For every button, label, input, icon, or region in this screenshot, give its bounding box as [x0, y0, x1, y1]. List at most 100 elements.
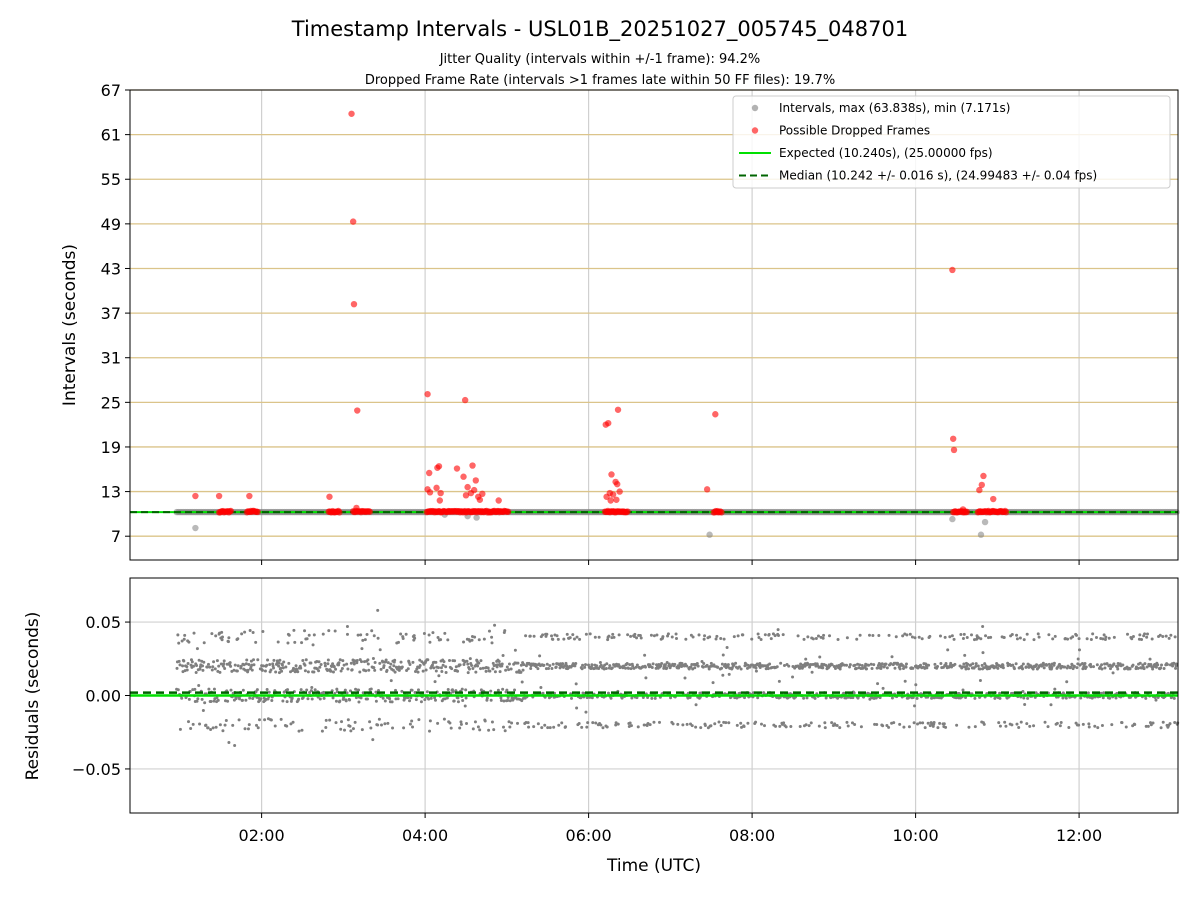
residual-point — [588, 632, 592, 636]
residual-point — [938, 634, 942, 638]
residual-point — [799, 662, 803, 666]
residual-point — [663, 663, 667, 667]
residual-point — [345, 691, 349, 695]
residual-point — [830, 721, 834, 725]
residual-point — [612, 635, 616, 639]
dropped-frame-point — [462, 492, 470, 499]
residual-point — [482, 637, 486, 641]
intervals-marks — [130, 110, 1180, 538]
residual-point — [185, 668, 189, 672]
residual-point — [570, 696, 574, 700]
residual-point — [505, 688, 509, 692]
residual-point — [337, 661, 341, 665]
residual-point — [290, 696, 294, 700]
residual-point — [1047, 633, 1051, 637]
residual-point — [914, 683, 918, 687]
residual-point — [206, 726, 210, 730]
residual-point — [550, 666, 554, 670]
residual-point — [923, 726, 927, 730]
residual-point — [1103, 666, 1107, 670]
residual-point — [1037, 635, 1041, 639]
residual-point — [875, 723, 879, 727]
residual-point — [479, 659, 483, 663]
residual-point — [777, 634, 781, 638]
residual-point — [529, 666, 533, 670]
residual-point — [630, 696, 634, 700]
residual-point — [1014, 662, 1018, 666]
residual-point — [240, 698, 244, 702]
residual-point — [433, 680, 437, 684]
intervals-panel: 7 13 19 25 31 37 43 49 55 61 67 Intervals (seconds… — [60, 81, 1180, 561]
residual-point — [367, 668, 371, 672]
residual-point — [324, 718, 328, 722]
residual-point — [665, 661, 669, 665]
residual-point — [884, 662, 888, 666]
residual-point — [838, 726, 842, 730]
residual-point — [1111, 671, 1115, 675]
residual-point — [1095, 663, 1099, 667]
residual-point — [685, 664, 689, 668]
residual-point — [363, 638, 367, 642]
residual-point — [182, 637, 186, 641]
residual-point — [471, 666, 475, 670]
residual-point — [1041, 661, 1045, 665]
residual-point — [978, 667, 982, 671]
residual-point — [845, 636, 849, 640]
residual-point — [178, 663, 182, 667]
residual-point — [694, 725, 698, 729]
residual-point — [616, 722, 620, 726]
residual-point — [807, 724, 811, 728]
residual-point — [998, 691, 1002, 695]
interval-point — [706, 531, 713, 538]
residual-point — [898, 667, 902, 671]
residual-point — [224, 718, 228, 722]
dropped-frame-point — [433, 484, 440, 492]
residual-point — [1104, 635, 1108, 639]
residual-point — [955, 723, 959, 727]
residual-point — [451, 690, 455, 694]
residual-point — [519, 663, 523, 667]
residual-point — [737, 665, 741, 669]
residual-point — [716, 665, 720, 669]
residual-point — [635, 663, 639, 667]
residual-point — [448, 658, 452, 662]
residual-point — [732, 635, 736, 639]
residual-point — [507, 720, 511, 724]
residual-point — [586, 721, 590, 725]
residual-point — [218, 723, 222, 727]
dropped-frame-point — [470, 486, 478, 494]
residual-point — [323, 661, 327, 665]
dropped-frame-point — [215, 492, 223, 500]
residual-point — [949, 661, 953, 665]
residual-point — [732, 663, 736, 667]
residual-point — [724, 721, 728, 725]
residual-point — [1140, 637, 1144, 641]
residual-point — [458, 726, 462, 730]
residual-point — [871, 634, 875, 638]
residual-point — [187, 640, 191, 644]
residual-point — [247, 723, 251, 727]
residual-point — [1075, 666, 1079, 670]
residual-point — [463, 704, 467, 708]
residual-point — [261, 664, 265, 668]
residual-point — [1051, 637, 1055, 641]
residual-point — [1154, 698, 1158, 702]
residual-point — [696, 664, 700, 668]
residual-point — [460, 687, 464, 691]
residual-point — [855, 637, 859, 641]
residual-point — [351, 727, 355, 731]
residual-point — [215, 659, 219, 663]
residual-point — [388, 665, 392, 669]
residual-point — [175, 666, 179, 670]
residual-point — [393, 658, 397, 662]
residual-point — [281, 699, 285, 703]
residual-point — [389, 679, 393, 683]
residual-point — [674, 632, 678, 636]
residual-point — [939, 662, 943, 666]
residuals-y-ticks: −0.05 0.00 0.05 — [72, 613, 130, 779]
residual-point — [1096, 726, 1100, 730]
residual-point — [490, 641, 494, 645]
residual-point — [185, 665, 189, 669]
intervals-y-ticks: 7 13 19 25 31 37 43 49 55 61 67 — [101, 81, 130, 546]
residual-point — [421, 669, 425, 673]
